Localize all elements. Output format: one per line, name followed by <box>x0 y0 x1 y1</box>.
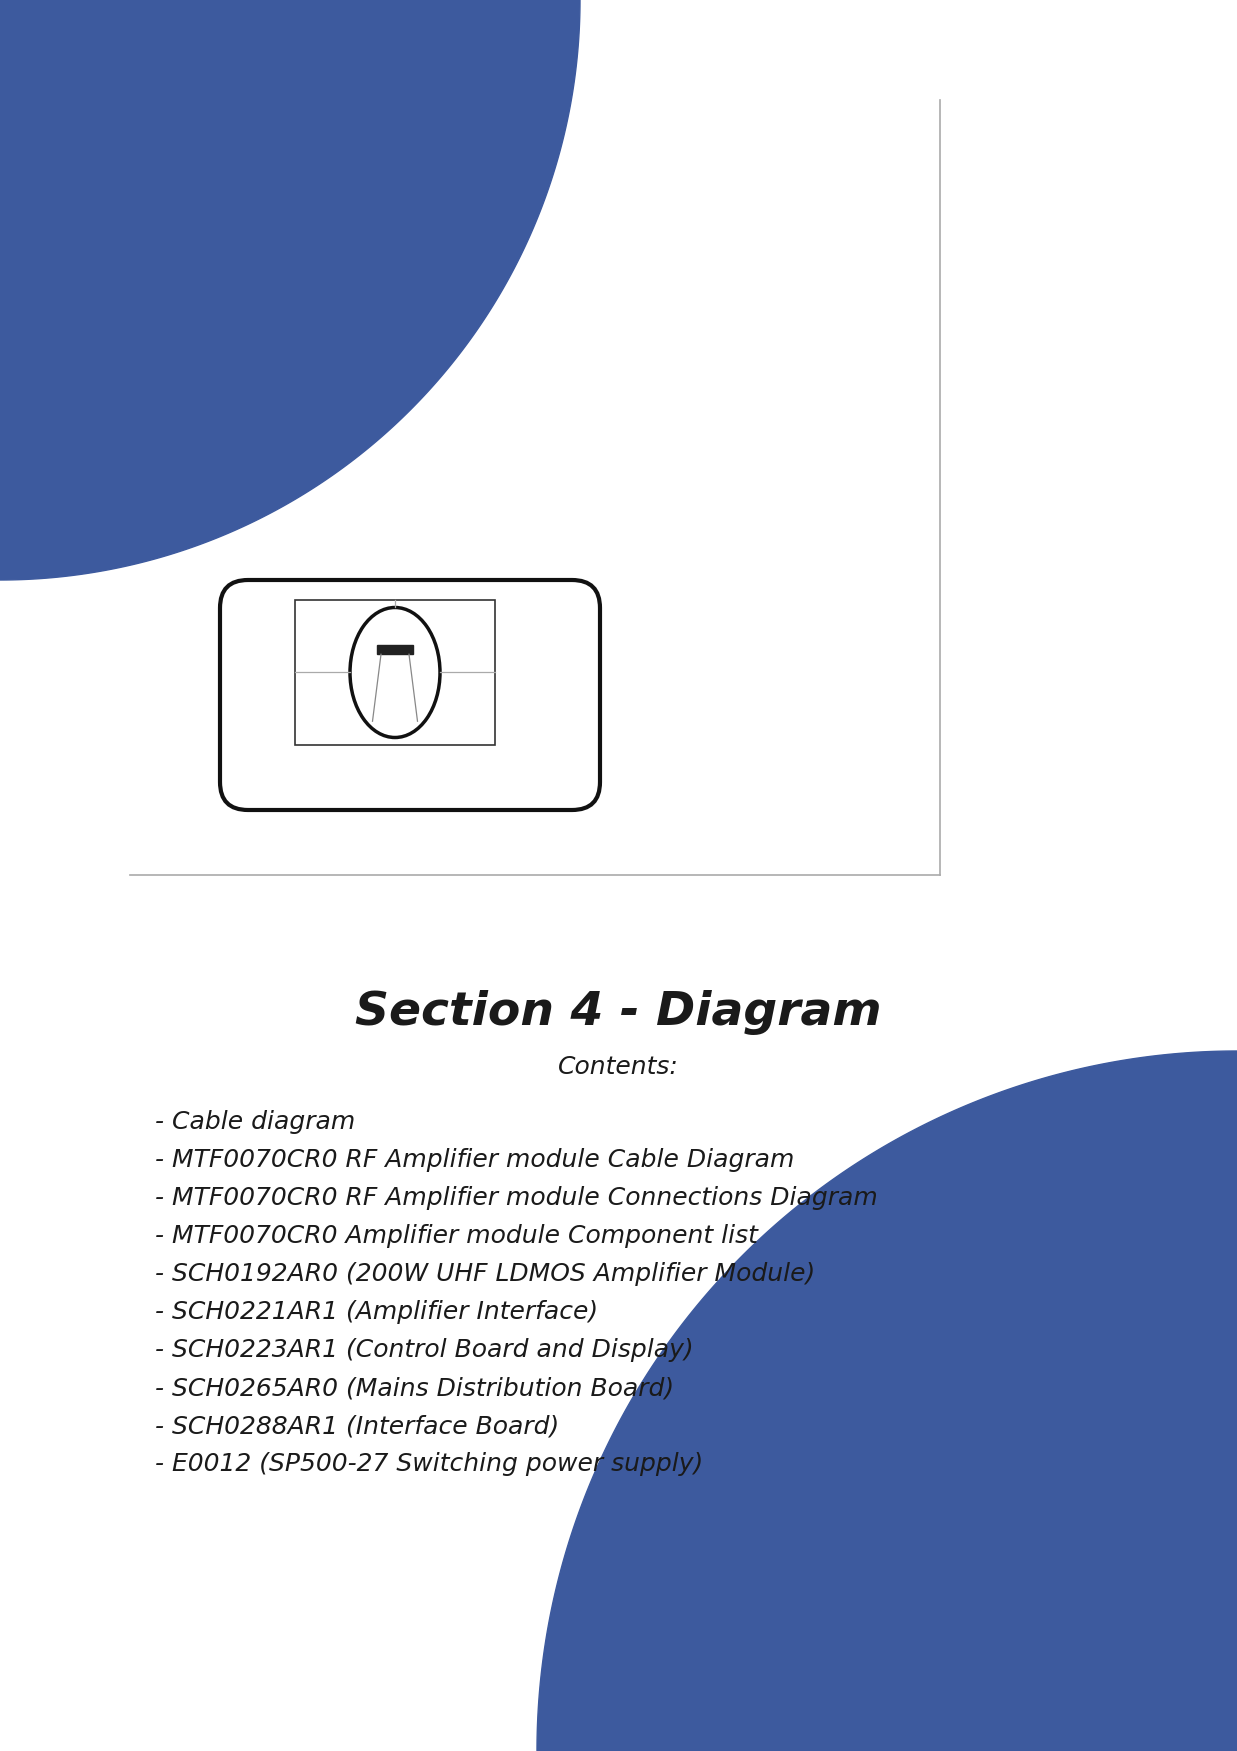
FancyBboxPatch shape <box>220 580 600 811</box>
Text: - MTF0070CR0 RF Amplifier module Cable Diagram: - MTF0070CR0 RF Amplifier module Cable D… <box>155 1149 794 1171</box>
Text: - SCH0192AR0 (200W UHF LDMOS Amplifier Module): - SCH0192AR0 (200W UHF LDMOS Amplifier M… <box>155 1262 815 1285</box>
Bar <box>377 646 413 655</box>
Text: - SCH0288AR1 (Interface Board): - SCH0288AR1 (Interface Board) <box>155 1415 559 1438</box>
Ellipse shape <box>350 608 440 737</box>
Text: - E0012 (SP500-27 Switching power supply): - E0012 (SP500-27 Switching power supply… <box>155 1452 704 1476</box>
Text: - Cable diagram: - Cable diagram <box>155 1110 355 1135</box>
Text: - MTF0070CR0 RF Amplifier module Connections Diagram: - MTF0070CR0 RF Amplifier module Connect… <box>155 1185 878 1210</box>
Text: Contents:: Contents: <box>558 1056 679 1079</box>
Text: - SCH0223AR1 (Control Board and Display): - SCH0223AR1 (Control Board and Display) <box>155 1338 694 1362</box>
Text: - MTF0070CR0 Amplifier module Component list: - MTF0070CR0 Amplifier module Component … <box>155 1224 758 1248</box>
Text: Section 4 - Diagram: Section 4 - Diagram <box>355 989 882 1035</box>
Text: - SCH0265AR0 (Mains Distribution Board): - SCH0265AR0 (Mains Distribution Board) <box>155 1376 674 1401</box>
Text: - SCH0221AR1 (Amplifier Interface): - SCH0221AR1 (Amplifier Interface) <box>155 1299 599 1324</box>
Bar <box>294 601 495 744</box>
Polygon shape <box>0 0 580 580</box>
Polygon shape <box>537 1051 1237 1751</box>
